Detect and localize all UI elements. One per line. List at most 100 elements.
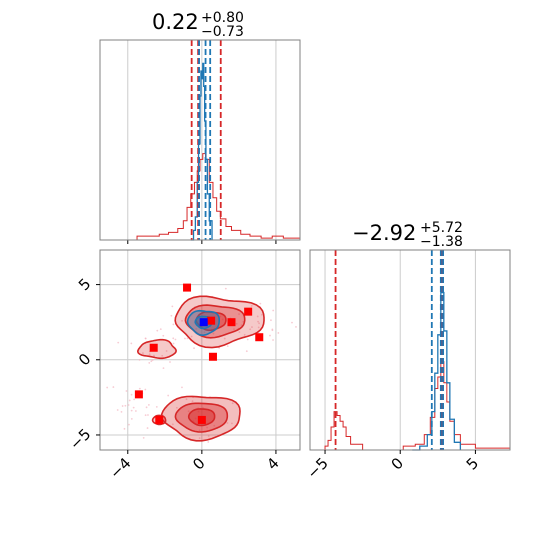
title-param-1-plus: +0.80	[201, 10, 244, 26]
joint-sample-point	[185, 398, 188, 401]
joint-sample-point	[116, 409, 119, 411]
joint-sample-point	[235, 322, 238, 325]
right-frame	[309, 249, 511, 451]
joint-sample-point	[172, 323, 175, 326]
joint-sample-point	[257, 326, 260, 329]
joint-sample-point	[138, 358, 141, 361]
joint-sample-point	[203, 331, 206, 334]
joint-sample-point	[162, 334, 165, 337]
joint-xtick-label-1: 0	[189, 454, 208, 473]
joint-sample-point	[121, 405, 124, 407]
joint-sample-point	[148, 362, 151, 364]
joint-sample-point	[231, 402, 234, 405]
joint-sample-point	[159, 328, 162, 331]
joint-sample-point	[251, 326, 253, 328]
joint-sample-point	[144, 414, 147, 417]
joint-sample-point	[191, 400, 194, 403]
joint-sample-point	[269, 334, 271, 337]
joint-sample-point	[258, 322, 260, 325]
joint-sample-point	[174, 338, 177, 341]
joint-sample-point	[125, 390, 128, 392]
joint-sample-point	[147, 404, 150, 406]
joint-sample-point	[162, 367, 165, 370]
joint-density-panel: −4 0 4 −5 0 5	[66, 249, 301, 482]
joint-sample-point	[250, 304, 253, 307]
title-param-2-plus: +5.72	[420, 220, 463, 236]
joint-sample-point	[212, 332, 215, 335]
joint-sample-point	[213, 424, 216, 427]
joint-sample-point	[184, 337, 186, 340]
joint-sample-point	[261, 313, 263, 316]
joint-sample-point	[132, 406, 135, 409]
joint-sample-point	[156, 329, 159, 332]
title-param-1-median: 0.22	[152, 10, 199, 34]
joint-sample-point	[133, 398, 136, 401]
joint-sample-point	[246, 338, 249, 341]
joint-sample-point	[130, 417, 133, 420]
joint-sample-point	[134, 410, 137, 412]
joint-sample-point	[238, 331, 241, 334]
joint-sample-point	[257, 320, 259, 323]
joint-sample-point	[130, 342, 133, 345]
red-square-marker-9	[197, 415, 206, 424]
red-square-marker-8	[207, 316, 216, 325]
joint-sample-point	[272, 309, 275, 312]
joint-sample-point	[147, 414, 149, 416]
joint-sample-point	[148, 353, 151, 356]
joint-sample-point	[295, 326, 297, 328]
joint-sample-point	[175, 406, 178, 409]
joint-sample-point	[291, 321, 293, 324]
joint-sample-point	[198, 429, 201, 432]
joint-sample-point	[142, 352, 144, 354]
joint-sample-point	[249, 328, 252, 331]
joint-sample-point	[117, 341, 120, 344]
joint-sample-point	[165, 350, 168, 352]
joint-sample-point	[181, 319, 183, 322]
joint-sample-point	[120, 410, 123, 413]
joint-sample-point	[271, 328, 274, 331]
histogram-param-1	[99, 39, 301, 244]
joint-sample-point	[245, 350, 248, 353]
top-frame	[99, 39, 301, 241]
joint-sample-point	[128, 399, 131, 402]
joint-sample-point	[233, 328, 235, 331]
joint-ytick-label-1: 0	[75, 350, 94, 369]
joint-sample-point	[171, 423, 174, 426]
joint-sample-point	[138, 387, 141, 390]
joint-sample-point	[155, 405, 158, 408]
joint-sample-point	[171, 305, 174, 308]
joint-sample-point	[256, 315, 259, 318]
red-square-marker-2	[134, 390, 143, 399]
title-param-2-median: −2.92	[352, 221, 416, 245]
joint-sample-point	[170, 314, 173, 317]
joint-sample-point	[124, 404, 127, 407]
right-hist-blue	[412, 291, 462, 451]
joint-sample-point	[186, 337, 189, 340]
red-square-marker-0	[183, 283, 192, 292]
joint-sample-point	[172, 342, 175, 345]
joint-sample-point	[150, 360, 153, 363]
joint-xtick-label-2: 4	[263, 454, 282, 473]
joint-sample-point	[272, 339, 274, 341]
right-hist-red	[310, 361, 511, 451]
right-xtick-label-2: 5	[463, 454, 482, 473]
joint-sample-point	[207, 441, 210, 443]
red-square-marker-6	[255, 333, 264, 342]
joint-sample-point	[207, 435, 210, 437]
joint-sample-point	[224, 287, 227, 290]
joint-ytick-label-0: −5	[66, 425, 94, 453]
red-square-marker-5	[244, 307, 253, 316]
joint-sample-point	[127, 404, 130, 406]
joint-sample-point	[161, 354, 164, 357]
joint-sample-point	[277, 332, 280, 334]
blue-square-marker	[199, 318, 208, 327]
joint-sample-point	[219, 315, 222, 318]
red-square-marker-1	[149, 343, 158, 352]
joint-sample-point	[238, 313, 240, 315]
joint-sample-point	[226, 422, 229, 424]
joint-sample-point	[145, 406, 148, 409]
right-xtick-label-0: −5	[303, 454, 331, 482]
joint-frame	[99, 249, 301, 451]
histogram-param-2: −5 0 5	[303, 249, 511, 482]
